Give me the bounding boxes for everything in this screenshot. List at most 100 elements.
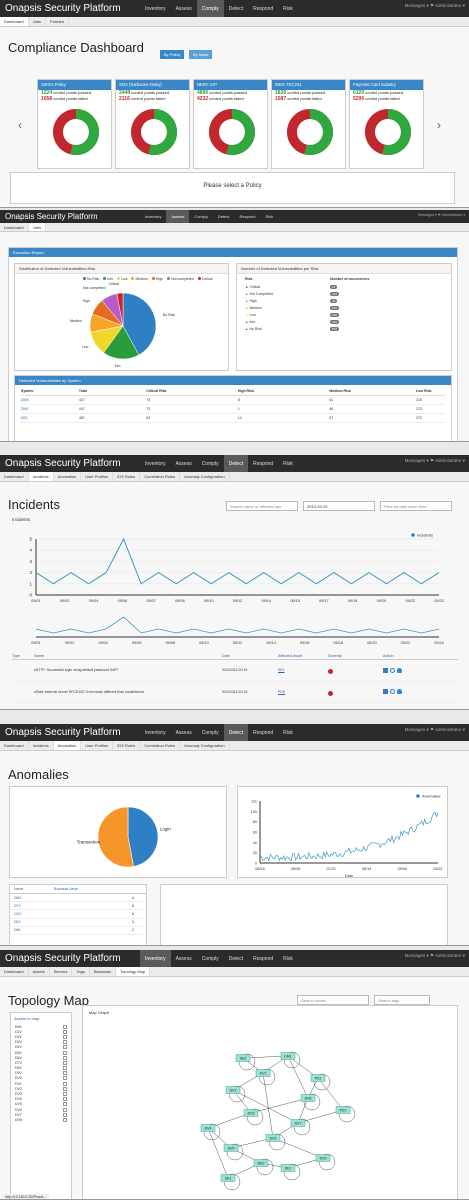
legend-item[interactable]: Low	[117, 277, 127, 281]
asset-checkbox[interactable]	[63, 1092, 67, 1097]
menu-assess[interactable]: Assess	[175, 460, 192, 467]
asset-checkbox[interactable]	[63, 1117, 67, 1122]
next-arrow-icon[interactable]: ›	[437, 118, 441, 132]
asset-list-item[interactable]: D7V	[11, 1060, 71, 1065]
asset-list-item[interactable]: D6V	[11, 1055, 71, 1060]
menu-inventory[interactable]: Inventory	[140, 950, 171, 967]
date-lower-filter-input[interactable]: Filter by date lower than	[380, 501, 452, 511]
asset-checkbox[interactable]	[63, 1071, 67, 1076]
table-row[interactable]: DMI 2	[10, 927, 146, 935]
graph-node[interactable]	[200, 1124, 216, 1132]
column-header[interactable]: Business Value	[54, 887, 78, 891]
tab-tags[interactable]: Tags	[72, 967, 90, 976]
asset-name[interactable]: DE1	[14, 920, 21, 925]
graph-node[interactable]	[280, 1164, 296, 1172]
asset-checkbox[interactable]	[63, 1055, 67, 1060]
table-row[interactable]: sHTTP: Successful login using default pa…	[12, 660, 458, 682]
affected-asset-link[interactable]: SE1	[278, 668, 285, 673]
policy-card[interactable]: IBEG TEC241 1836 control points passed 158…	[271, 79, 346, 169]
graph-node[interactable]	[223, 1144, 239, 1152]
menu-risk[interactable]: Risk	[283, 729, 293, 736]
policy-card[interactable]: NERC CIP 4896 control points passed 4232 c…	[193, 79, 268, 169]
tab-dashboard[interactable]: Dashboard	[0, 223, 29, 231]
asset-list-item[interactable]: DV1	[11, 1081, 71, 1086]
graph-node[interactable]	[235, 1054, 251, 1062]
column-header[interactable]: Date	[222, 654, 231, 658]
asset-checkbox[interactable]	[63, 1040, 67, 1045]
table-row[interactable]: CDV 6	[10, 910, 146, 919]
asset-checkbox[interactable]	[63, 1045, 67, 1050]
legend-item[interactable]: Info	[103, 277, 113, 281]
menu-risk[interactable]: Risk	[265, 214, 274, 219]
asset-list-item[interactable]: DV7	[11, 1112, 71, 1117]
menu-comply[interactable]: Comply	[201, 460, 219, 467]
asset-checkbox[interactable]	[63, 1086, 67, 1091]
column-header[interactable]: Action	[383, 654, 394, 658]
tab-anomaly-configuration[interactable]: Anomaly Configuration	[180, 741, 230, 750]
tab-anomaly-configuration[interactable]: Anomaly Configuration	[180, 472, 230, 481]
menu-assess[interactable]: Assess	[175, 5, 192, 12]
menu-detect[interactable]: Detect	[217, 214, 230, 219]
legend-item[interactable]: Not completed	[167, 277, 194, 281]
menu-detect[interactable]: Detect	[223, 724, 249, 741]
by-policy-button[interactable]: By Policy	[160, 50, 185, 59]
menu-respond[interactable]: Respond	[239, 214, 256, 219]
menu-inventory[interactable]: Inventory	[145, 5, 166, 12]
graph-node[interactable]	[335, 1106, 351, 1114]
table-row[interactable]: DM1 447 73 1 46 213	[21, 405, 445, 414]
search-tags-input[interactable]: Search tags	[374, 995, 430, 1005]
legend-item[interactable]: Medium	[131, 277, 148, 281]
asset-list-item[interactable]: D4V	[11, 1045, 71, 1050]
graph-node[interactable]	[300, 1094, 316, 1102]
asset-checkbox[interactable]	[63, 1076, 67, 1081]
table-row[interactable]: sSlatt: external server RFCEXEC from hos…	[12, 682, 458, 704]
graph-node[interactable]	[315, 1154, 331, 1162]
tab-ids-rules[interactable]: IDS Rules	[113, 472, 141, 481]
tab-jobs[interactable]: Jobs	[28, 223, 47, 231]
tab-incidents[interactable]: Incidents	[29, 741, 54, 750]
menu-comply[interactable]: Comply	[201, 955, 219, 962]
asset-checkbox[interactable]	[63, 1107, 67, 1112]
graph-node[interactable]	[280, 1052, 296, 1060]
asset-list-item[interactable]: DV6	[11, 1107, 71, 1112]
column-header[interactable]: Name	[34, 654, 45, 658]
view-icon[interactable]	[383, 667, 388, 673]
asset-checkbox[interactable]	[63, 1034, 67, 1039]
table-cell[interactable]: DMS	[21, 398, 29, 402]
table-cell[interactable]: DM1	[21, 407, 29, 411]
asset-list-item[interactable]: DV3	[11, 1091, 71, 1097]
reply-icon[interactable]	[390, 689, 395, 695]
tab-dashboard[interactable]: Dashboard	[0, 472, 29, 481]
user-menu[interactable]: Messages ▾ ⚑ Administrator ▾	[418, 213, 465, 217]
menu-inventory[interactable]: Inventory	[145, 214, 162, 219]
column-header[interactable]: Name	[14, 887, 24, 891]
tab-user-profiles[interactable]: User Profiles	[81, 741, 114, 750]
asset-name[interactable]: DM1	[14, 895, 22, 900]
menu-risk[interactable]: Risk	[283, 5, 293, 12]
asset-list-item[interactable]: DV8	[11, 1117, 71, 1122]
search-nodes-input[interactable]: Search nodes	[297, 995, 369, 1005]
graph-node[interactable]	[310, 1074, 326, 1082]
table-row[interactable]: DMS 447 73 8 61 215	[21, 396, 445, 405]
tab-incidents[interactable]: Incidents	[28, 472, 54, 481]
tab-correlation-rules[interactable]: Correlation Rules	[140, 472, 181, 481]
menu-detect[interactable]: Detect	[228, 955, 244, 962]
menu-assess[interactable]: Assess	[166, 210, 190, 223]
graph-node[interactable]	[265, 1134, 281, 1142]
reply-icon[interactable]	[390, 667, 395, 673]
tab-policies[interactable]: Policies	[46, 17, 69, 26]
affected-asset-link[interactable]: PDE	[278, 689, 286, 694]
prev-arrow-icon[interactable]: ‹	[18, 118, 22, 132]
graph-node[interactable]	[290, 1119, 306, 1127]
menu-comply[interactable]: Comply	[201, 729, 219, 736]
graph-node[interactable]	[255, 1069, 271, 1077]
menu-assess[interactable]: Assess	[175, 729, 192, 736]
graph-node[interactable]	[243, 1109, 259, 1117]
column-header[interactable]: Severity	[328, 654, 342, 658]
table-row[interactable]: sHTTP: Successful logon (SAP*/PASS) in a…	[12, 703, 458, 709]
menu-comply[interactable]: Comply	[196, 0, 224, 17]
table-cell[interactable]: DE1	[21, 416, 28, 420]
legend-item[interactable]: No Risk	[83, 277, 99, 281]
menu-respond[interactable]: Respond	[253, 955, 274, 962]
table-row[interactable]: DM1 4	[10, 894, 146, 903]
